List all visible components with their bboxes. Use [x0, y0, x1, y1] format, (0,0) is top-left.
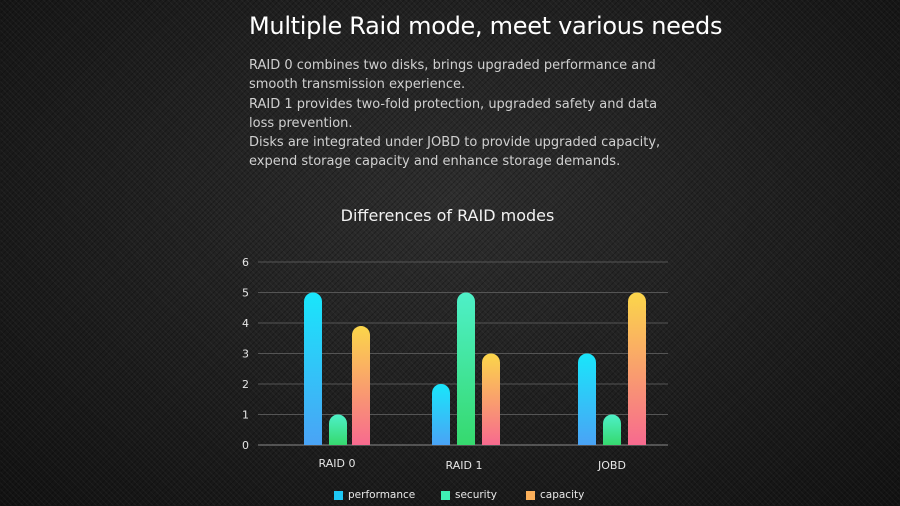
legend-label-security: security: [455, 489, 497, 501]
chart-legend: performance security capacity: [0, 488, 900, 502]
y-tick-label: 1: [242, 409, 249, 422]
y-tick-label: 4: [242, 317, 249, 330]
x-tick-label: JOBD: [597, 459, 626, 472]
description-line: smooth transmission experience.: [249, 77, 466, 93]
legend-swatch-security: [441, 490, 450, 500]
bar-capacity-raid-1: [482, 353, 500, 445]
x-tick-label: RAID 1: [446, 459, 483, 472]
bar-security-jobd: [603, 414, 621, 445]
legend-item-performance: performance: [334, 488, 415, 502]
chart-bars: [304, 292, 646, 445]
bar-security-raid-0: [329, 414, 347, 445]
y-tick-label: 3: [242, 348, 249, 361]
y-tick-label: 5: [242, 287, 249, 300]
bar-capacity-jobd: [628, 292, 646, 445]
x-tick-label: RAID 0: [319, 457, 356, 470]
bar-performance-raid-0: [304, 292, 322, 445]
legend-swatch-capacity: [526, 490, 535, 500]
legend-label-capacity: capacity: [540, 489, 585, 501]
y-axis-ticks: 0 1 2 3 4 5 6: [242, 256, 249, 452]
description-line: expend storage capacity and enhance stor…: [249, 154, 621, 170]
page-headline: Multiple Raid mode, meet various needs: [249, 12, 723, 40]
bar-performance-raid-1: [432, 384, 450, 445]
legend-swatch-performance: [334, 490, 343, 500]
bar-performance-jobd: [578, 353, 596, 445]
feature-description: RAID 0 combines two disks, brings upgrad…: [249, 56, 669, 172]
bar-capacity-raid-0: [352, 326, 370, 445]
y-tick-label: 6: [242, 256, 249, 269]
legend-label-performance: performance: [348, 489, 416, 501]
legend-item-security: security: [441, 488, 497, 502]
description-line: loss prevention.: [249, 115, 353, 131]
bar-security-raid-1: [457, 292, 475, 445]
y-tick-label: 0: [242, 439, 249, 452]
chart-title: Differences of RAID modes: [340, 206, 555, 225]
y-tick-label: 2: [242, 378, 249, 391]
legend-item-capacity: capacity: [526, 488, 584, 502]
description-line: RAID 1 provides two-fold protection, upg…: [249, 96, 658, 112]
description-line: Disks are integrated under JOBD to provi…: [249, 135, 661, 151]
description-line: RAID 0 combines two disks, brings upgrad…: [249, 58, 656, 73]
x-axis-ticks: RAID 0 RAID 1 JOBD: [319, 457, 626, 472]
